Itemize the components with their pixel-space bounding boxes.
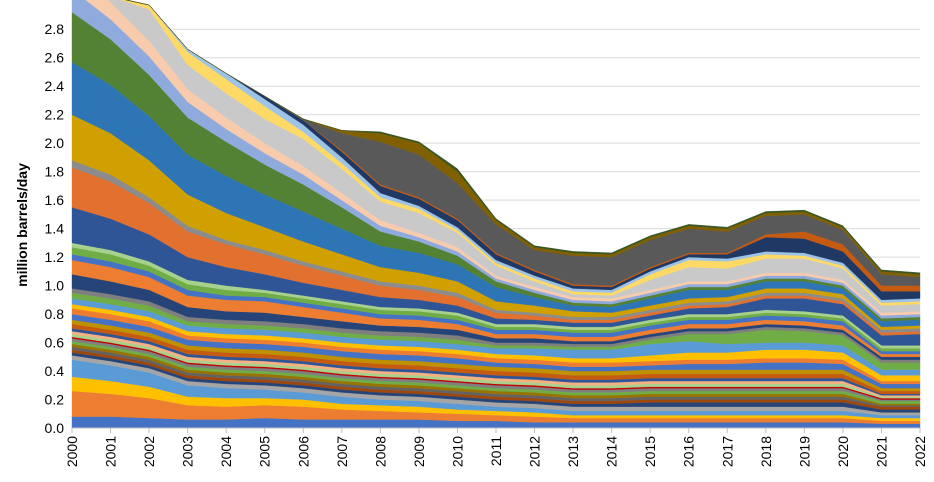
y-tick-label: 1.0 [45,278,65,294]
y-tick-label: 0.2 [45,392,65,408]
y-tick-label: 0.4 [45,363,65,379]
x-tick-label: 2018 [758,436,774,467]
y-tick-label: 1.2 [45,249,65,265]
x-tick-label: 2005 [257,436,273,467]
y-tick-label: 2.8 [45,21,65,37]
y-tick-label: 2.2 [45,107,65,123]
x-tick-label: 2007 [334,436,350,467]
x-tick-label: 2013 [565,436,581,467]
y-tick-label: 0.0 [45,420,65,436]
x-tick-label: 2015 [642,436,658,467]
y-tick-label: 0.8 [45,306,65,322]
x-tick-label: 2006 [295,436,311,467]
x-tick-label: 2011 [488,436,504,466]
x-tick-label: 2000 [64,436,80,467]
y-tick-labels: 0.0 0.2 0.4 0.6 0.8 1.0 1.2 1.4 1.6 1.8 2.0 2.2 2.4 2… [45,21,65,436]
area-series-44 [125,0,921,275]
x-tick-label: 2016 [681,436,697,467]
x-tick-label: 2002 [141,436,157,467]
x-tick-label: 2009 [411,436,427,467]
y-tick-label: 1.6 [45,192,65,208]
x-tick-label: 2010 [449,436,465,467]
x-tick-label: 2003 [180,436,196,467]
x-tick-label: 2021 [873,436,889,467]
area-series [71,0,921,429]
x-tick-label: 2017 [719,436,735,467]
y-axis-label: million barrels/day [14,163,30,287]
y-tick-label: 2.6 [45,50,65,66]
y-tick-label: 0.6 [45,335,65,351]
x-tick-label: 2022 [912,436,928,467]
y-tick-label: 2.4 [45,78,65,94]
x-tick-label: 2004 [218,436,234,467]
axes [71,427,921,433]
x-tick-label: 2020 [835,436,851,467]
y-tick-label: 2.0 [45,135,65,151]
y-tick-label: 1.8 [45,164,65,180]
x-tick-label: 2001 [103,436,119,467]
y-tick-label: 1.4 [45,221,65,237]
x-tick-label: 2019 [796,436,812,467]
x-tick-label: 2014 [604,436,620,467]
x-tick-label: 2012 [527,436,543,467]
x-tick-label: 2008 [372,436,388,467]
x-tick-labels: 2000 2001 2002 2003 2004 2005 2006 2007 2008 2009… [64,436,928,467]
